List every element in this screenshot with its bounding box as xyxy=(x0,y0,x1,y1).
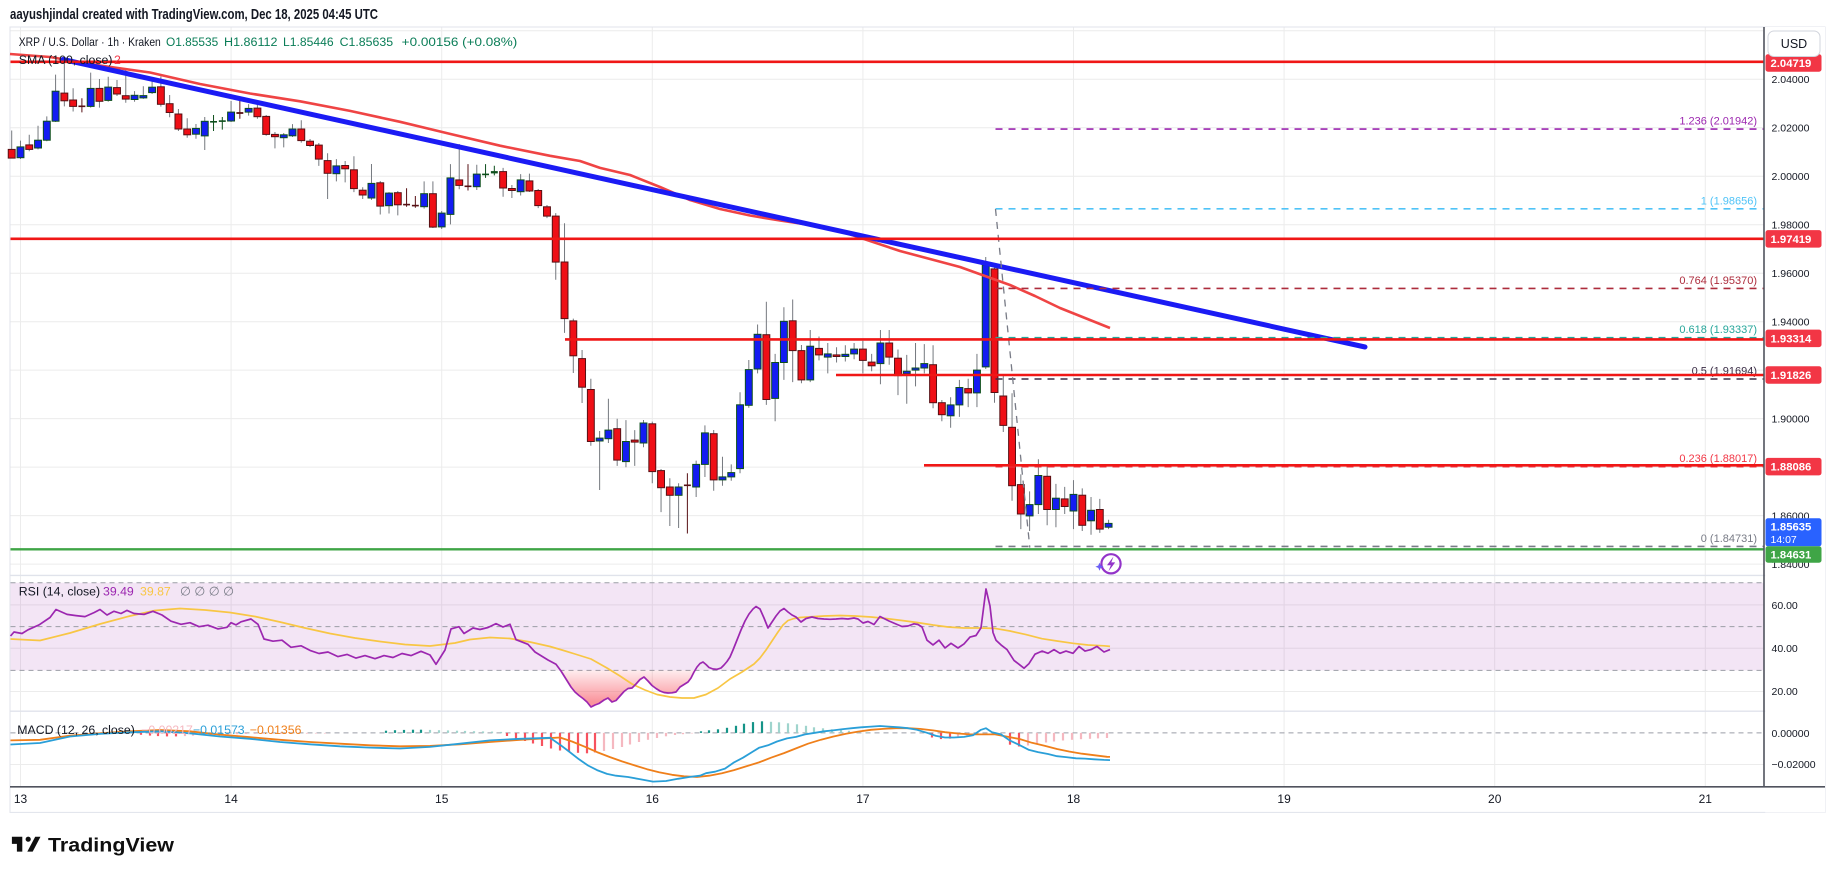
svg-text:16: 16 xyxy=(646,792,660,806)
svg-text:1.93314: 1.93314 xyxy=(1771,333,1813,345)
svg-text:1.91826: 1.91826 xyxy=(1771,370,1812,382)
svg-text:60.00: 60.00 xyxy=(1772,600,1798,612)
svg-text:13: 13 xyxy=(14,792,28,806)
svg-text:20: 20 xyxy=(1488,792,1502,806)
svg-text:1.85635: 1.85635 xyxy=(1771,521,1812,533)
svg-text:14: 14 xyxy=(224,792,238,806)
svg-text:40.00: 40.00 xyxy=(1772,643,1798,655)
svg-text:2.00000: 2.00000 xyxy=(1772,171,1810,183)
svg-text:∅ ∅ ∅ ∅: ∅ ∅ ∅ ∅ xyxy=(180,585,234,599)
svg-text:19: 19 xyxy=(1277,792,1291,806)
svg-text:−0.02000: −0.02000 xyxy=(1772,759,1816,771)
svg-text:39.87: 39.87 xyxy=(140,585,171,599)
svg-text:USD: USD xyxy=(1781,37,1807,51)
svg-text:1.98000: 1.98000 xyxy=(1772,220,1810,232)
svg-text:1 (1.98656): 1 (1.98656) xyxy=(1701,195,1757,207)
svg-text:0.764 (1.95370): 0.764 (1.95370) xyxy=(1679,275,1757,287)
svg-text:2: 2 xyxy=(114,53,121,67)
svg-text:−0.00217: −0.00217 xyxy=(141,723,193,737)
svg-text:0 (1.84731): 0 (1.84731) xyxy=(1701,533,1757,545)
svg-text:14:07: 14:07 xyxy=(1771,534,1797,546)
svg-text:2.02000: 2.02000 xyxy=(1772,123,1810,135)
svg-text:0.236 (1.88017): 0.236 (1.88017) xyxy=(1679,453,1757,465)
svg-text:2.04000: 2.04000 xyxy=(1772,74,1810,86)
svg-text:0.618 (1.93337): 0.618 (1.93337) xyxy=(1679,324,1757,336)
svg-text:RSI (14, close): RSI (14, close) xyxy=(19,585,100,599)
svg-text:+0.00156 (+0.08%): +0.00156 (+0.08%) xyxy=(402,35,518,49)
svg-text:1.97419: 1.97419 xyxy=(1771,234,1812,246)
svg-text:39.49: 39.49 xyxy=(103,585,134,599)
svg-text:17: 17 xyxy=(856,792,870,806)
svg-text:XRP / U.S. Dollar · 1h · Krake: XRP / U.S. Dollar · 1h · Kraken xyxy=(19,35,161,49)
svg-text:18: 18 xyxy=(1067,792,1081,806)
svg-text:MACD (12, 26, close): MACD (12, 26, close) xyxy=(17,723,135,737)
svg-text:1.88086: 1.88086 xyxy=(1771,462,1812,474)
svg-text:1.84631: 1.84631 xyxy=(1771,550,1812,562)
svg-text:−0.01573: −0.01573 xyxy=(193,723,245,737)
svg-text:SMA (100, close): SMA (100, close) xyxy=(19,53,113,67)
svg-text:21: 21 xyxy=(1699,792,1713,806)
svg-text:2.04719: 2.04719 xyxy=(1771,58,1812,70)
svg-text:aayushjindal created with Trad: aayushjindal created with TradingView.co… xyxy=(10,6,378,23)
svg-text:1.94000: 1.94000 xyxy=(1772,317,1810,329)
svg-text:C1.85635: C1.85635 xyxy=(340,35,394,49)
svg-text:15: 15 xyxy=(435,792,449,806)
svg-text:1.96000: 1.96000 xyxy=(1772,268,1810,280)
svg-text:L1.85446: L1.85446 xyxy=(283,35,334,49)
svg-text:20.00: 20.00 xyxy=(1772,686,1798,698)
svg-text:H1.86112: H1.86112 xyxy=(224,35,278,49)
svg-text:0.00000: 0.00000 xyxy=(1772,728,1810,740)
svg-text:−0.01356: −0.01356 xyxy=(250,723,302,737)
svg-text:O1.85535: O1.85535 xyxy=(166,35,218,49)
svg-text:1.236 (2.01942): 1.236 (2.01942) xyxy=(1679,116,1757,128)
svg-text:TradingView: TradingView xyxy=(48,835,175,857)
svg-text:1.90000: 1.90000 xyxy=(1772,413,1810,425)
